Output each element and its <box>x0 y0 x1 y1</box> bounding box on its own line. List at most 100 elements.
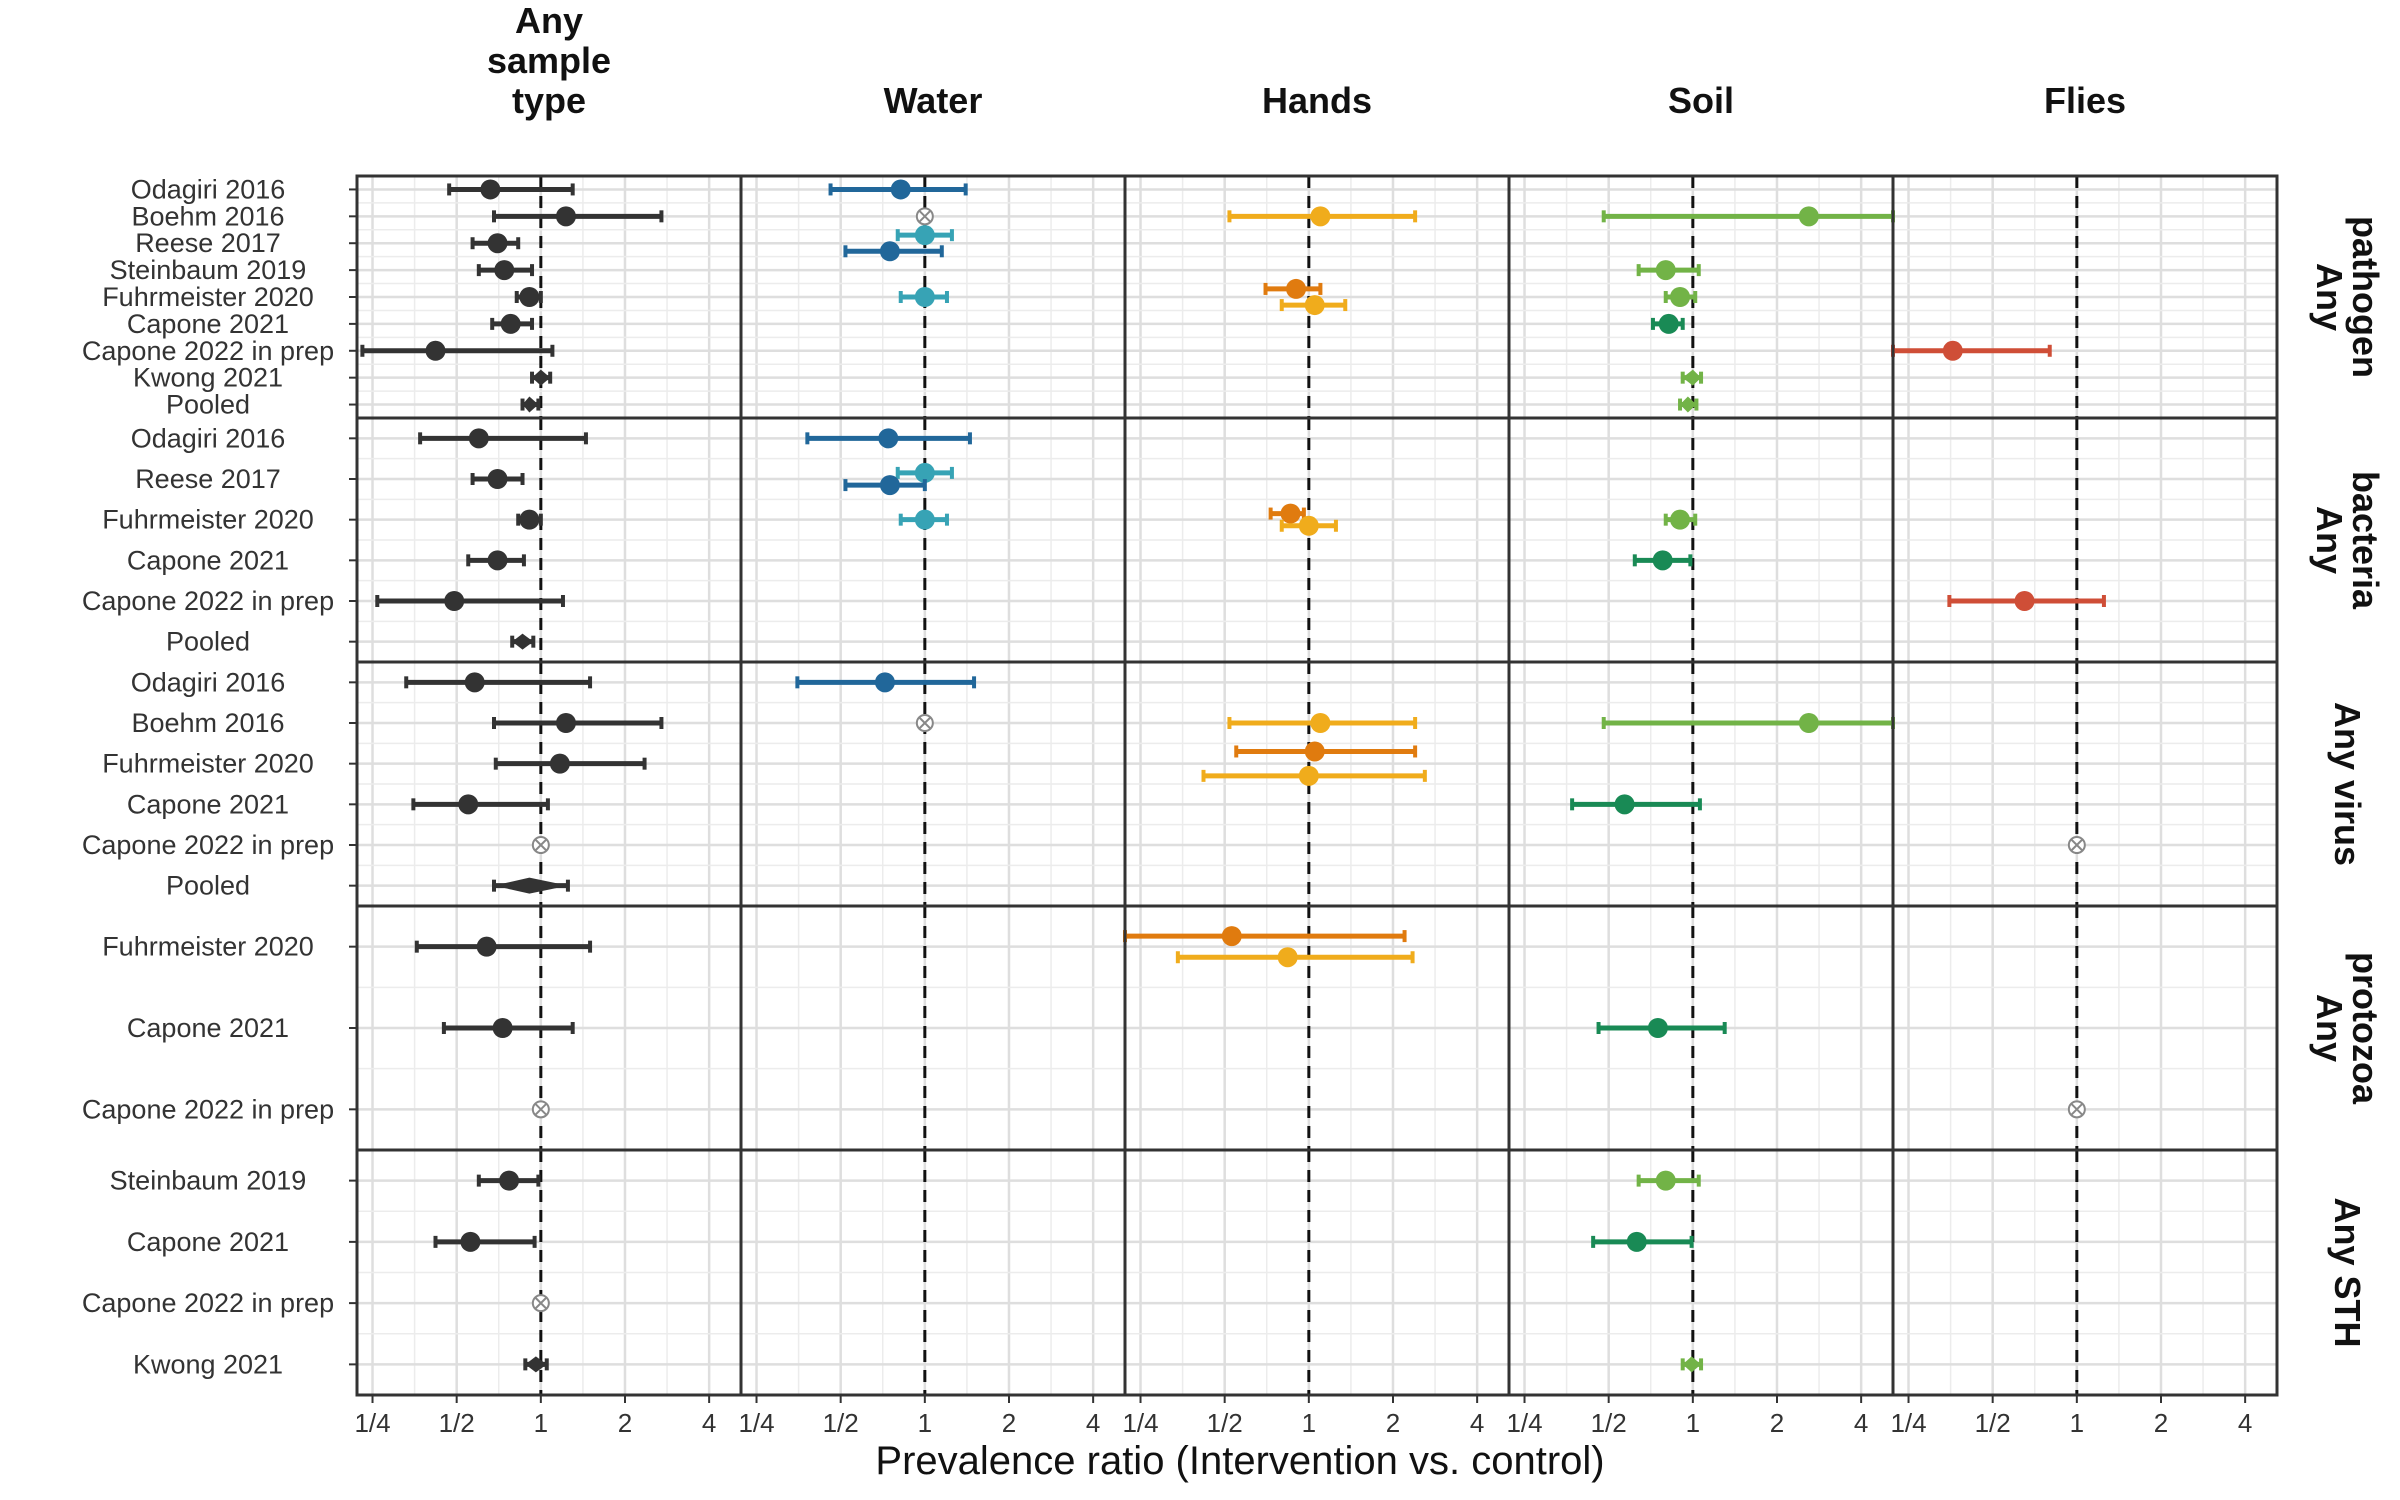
null-estimate-cross <box>534 838 548 852</box>
point-estimate <box>1614 794 1635 815</box>
study-label: Capone 2022 in prep <box>82 830 334 860</box>
point-estimate <box>464 672 485 693</box>
estimate-mark <box>1201 765 1427 786</box>
study-label: Capone 2021 <box>127 1013 289 1043</box>
x-tick-label: 1 <box>1686 1408 1700 1438</box>
study-label: Fuhrmeister 2020 <box>102 282 314 312</box>
estimate-mark <box>492 206 664 227</box>
point-estimate <box>519 287 540 307</box>
point-estimate <box>1670 509 1691 530</box>
data-marks <box>360 179 2106 1373</box>
point-estimate <box>476 936 497 957</box>
point-estimate <box>914 509 935 530</box>
x-tick-label: 1 <box>918 1408 932 1438</box>
study-label: Capone 2021 <box>127 545 289 575</box>
pooled-diamond <box>1682 369 1702 386</box>
estimate-mark <box>360 340 555 361</box>
x-tick-label: 1/2 <box>823 1408 859 1438</box>
estimate-mark <box>1650 313 1685 334</box>
point-estimate <box>1277 947 1298 968</box>
column-title-flies: Flies <box>2044 80 2126 121</box>
row-strip-line: pathogen <box>2345 216 2386 378</box>
point-estimate <box>425 340 446 361</box>
x-tick-label: 4 <box>702 1408 716 1438</box>
x-tick-label: 4 <box>1086 1408 1100 1438</box>
null-estimate-cross <box>918 716 932 730</box>
study-label: Kwong 2021 <box>133 1349 283 1379</box>
point-estimate <box>480 179 501 200</box>
x-tick-label: 1 <box>534 1408 548 1438</box>
study-label: Steinbaum 2019 <box>110 255 307 285</box>
point-estimate <box>914 287 935 307</box>
row-strip-line: Any virus <box>2327 702 2368 866</box>
column-title-any: Any sample type <box>487 0 611 121</box>
x-tick-label: 2 <box>618 1408 632 1438</box>
point-estimate <box>890 179 911 200</box>
null-estimate-cross <box>534 1296 548 1310</box>
row-strip-line: Any <box>2309 263 2350 331</box>
row-strip-title: Anybacteria <box>2309 471 2386 610</box>
column-title-line: type <box>512 80 586 121</box>
estimate-mark <box>1123 926 1407 947</box>
point-estimate <box>1304 295 1325 316</box>
estimate-mark <box>418 428 588 449</box>
study-label: Odagiri 2016 <box>131 423 286 453</box>
x-tick-label: 1/2 <box>439 1408 475 1438</box>
point-estimate <box>1221 926 1242 947</box>
estimate-mark <box>1601 713 1895 733</box>
point-estimate <box>1298 765 1319 786</box>
point-estimate <box>1298 515 1319 536</box>
row-strip-title: Anyprotozoa <box>2309 952 2386 1105</box>
study-label: Capone 2021 <box>127 309 289 339</box>
column-title-line: Hands <box>1262 80 1372 121</box>
estimate-mark <box>493 753 647 774</box>
pooled-diamond <box>522 396 539 413</box>
point-estimate <box>1310 206 1331 227</box>
point-estimate <box>549 753 570 774</box>
point-estimate <box>487 233 508 254</box>
estimate-mark <box>1175 947 1415 968</box>
row-strip-line: bacteria <box>2345 471 2386 610</box>
pooled-diamond <box>512 633 534 650</box>
study-label: Reese 2017 <box>135 464 281 494</box>
estimate-mark <box>531 836 550 854</box>
x-tick-label: 1 <box>1302 1408 1316 1438</box>
column-title-line: Any <box>515 0 583 41</box>
null-estimate-cross <box>2070 1103 2084 1116</box>
x-tick-label: 1/4 <box>1122 1408 1158 1438</box>
estimate-mark <box>1279 295 1348 316</box>
estimate-mark <box>520 396 541 413</box>
estimate-mark <box>1268 503 1306 524</box>
point-estimate <box>1647 1018 1668 1038</box>
estimate-mark <box>530 369 553 386</box>
row-strip-line: Any STH <box>2327 1197 2368 1347</box>
point-estimate <box>1670 287 1691 307</box>
x-tick-label: 2 <box>1002 1408 1016 1438</box>
point-estimate <box>1310 713 1331 733</box>
x-tick-label: 1 <box>2070 1408 2084 1438</box>
point-estimate <box>555 713 576 733</box>
estimate-mark <box>1680 1356 1704 1373</box>
estimate-mark <box>895 225 954 246</box>
point-estimate <box>1942 340 1963 361</box>
estimate-mark <box>470 233 521 254</box>
pooled-diamond <box>525 1356 547 1373</box>
x-tick-label: 4 <box>2238 1408 2252 1438</box>
row-strip-line: Any <box>2309 994 2350 1062</box>
point-estimate <box>444 591 465 611</box>
estimate-mark <box>492 877 570 894</box>
estimate-mark <box>523 1356 549 1373</box>
point-estimate <box>914 225 935 246</box>
point-estimate <box>1652 550 1673 571</box>
study-label: Boehm 2016 <box>131 708 284 738</box>
study-label: Odagiri 2016 <box>131 667 286 697</box>
point-estimate <box>914 462 935 483</box>
x-tick-label: 1/2 <box>1591 1408 1627 1438</box>
column-title-water: Water <box>884 80 983 121</box>
estimate-mark <box>1636 260 1701 281</box>
point-estimate <box>874 672 895 693</box>
point-estimate <box>1280 503 1301 524</box>
point-estimate <box>500 313 521 334</box>
row-strip-line: Any <box>2309 506 2350 574</box>
x-tick-label: 1/4 <box>354 1408 390 1438</box>
